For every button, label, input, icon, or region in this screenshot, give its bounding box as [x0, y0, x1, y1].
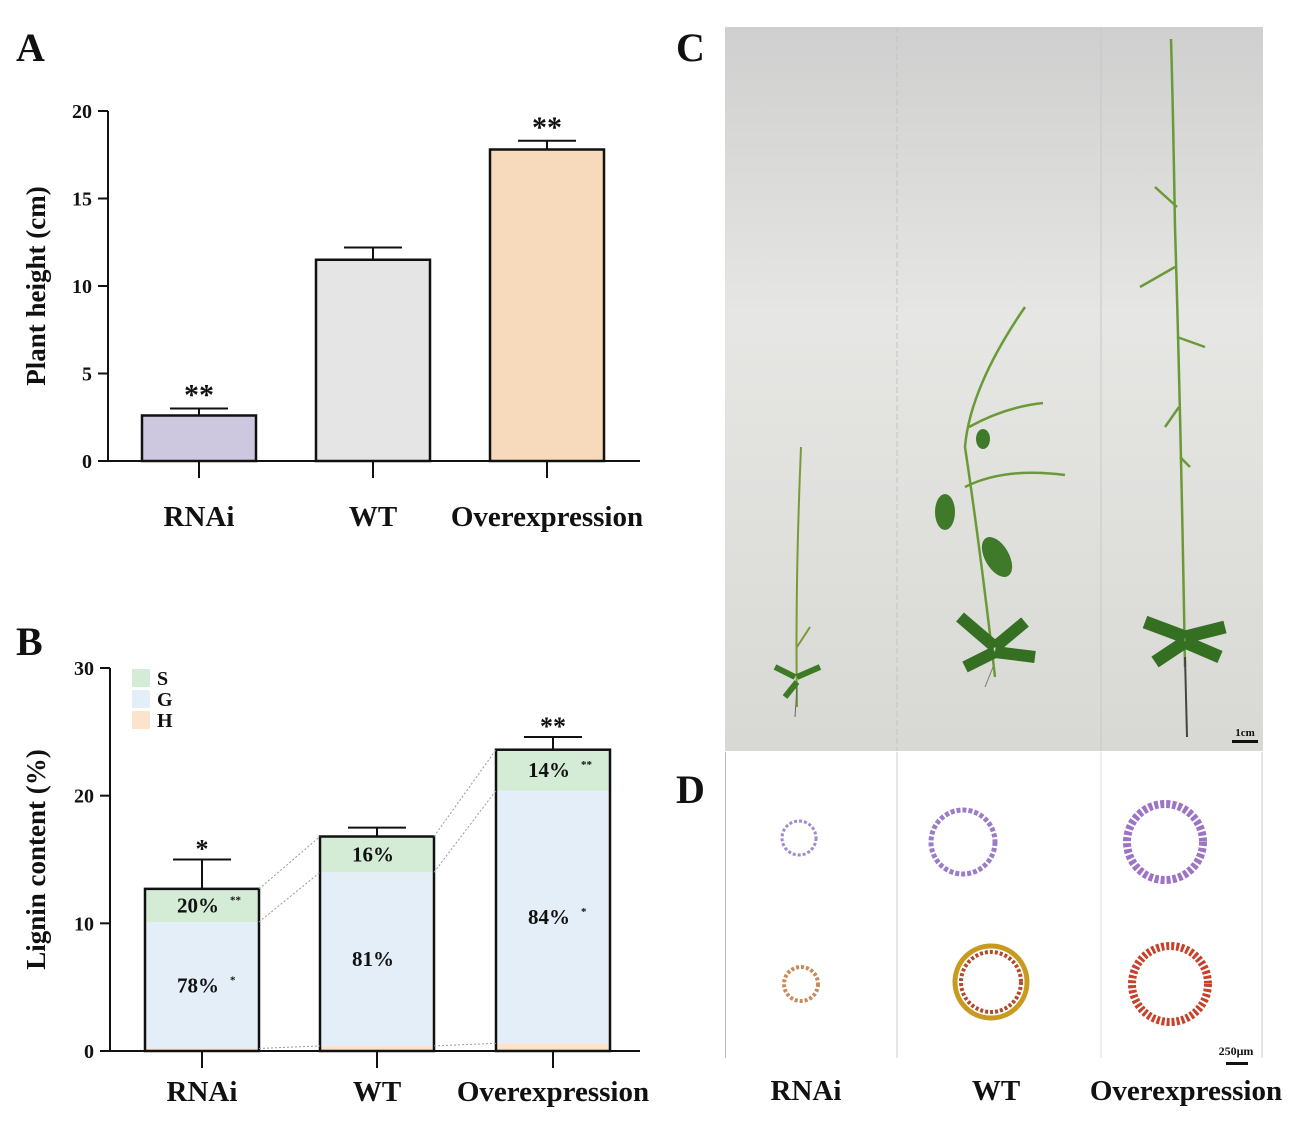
x-tick-label: WT	[349, 501, 397, 533]
x-tick-label: WT	[353, 1076, 401, 1108]
scale-bar-c	[1232, 740, 1258, 743]
bar-segment-g	[496, 790, 610, 1044]
y-tick-label: 0	[84, 1041, 94, 1063]
photo-stem-sections: 250μm	[725, 752, 1263, 1058]
bar-overexpression	[488, 148, 606, 463]
column-label-rnai: RNAi	[770, 1075, 842, 1107]
legend-label-g: G	[157, 689, 173, 711]
bar-segment-h	[320, 1045, 434, 1051]
segment-label-s: 16%	[352, 842, 394, 866]
bar-segment-s	[496, 749, 610, 791]
column-label-wt: WT	[971, 1075, 1021, 1107]
y-tick-label: 0	[82, 451, 92, 473]
segment-significance: *	[230, 974, 236, 986]
bar-segment-s	[145, 888, 259, 923]
bar-wt	[314, 258, 432, 463]
connector-line	[258, 1045, 321, 1049]
chart-plant-height: 0 5 10 15 20 Plant height (cm) ** RNAi WT ** Overe…	[21, 101, 643, 533]
connector-line	[433, 1042, 497, 1047]
legend-swatch-g	[132, 690, 150, 708]
x-tick-label: RNAi	[167, 1076, 238, 1108]
segment-label-g: 81%	[352, 947, 394, 971]
scale-label-d: 250μm	[1219, 1044, 1254, 1058]
scale-label-c: 1cm	[1235, 727, 1255, 739]
y-tick-label: 20	[74, 786, 94, 808]
panel-label-b: B	[16, 619, 43, 664]
stem-sections-purple	[780, 800, 1207, 884]
bar-outline-wt	[318, 835, 436, 1053]
bar-segment-g	[320, 872, 434, 1046]
legend-swatch-h	[132, 711, 150, 729]
significance-mark: *	[196, 835, 209, 864]
bar-segment-h	[145, 1048, 259, 1051]
panel-label-a: A	[16, 25, 45, 70]
segment-label-g: 78%	[177, 973, 219, 997]
segment-label-s: 20%	[177, 893, 219, 917]
y-tick-label: 20	[72, 101, 92, 123]
legend-label-s: S	[157, 668, 168, 690]
column-label-overexpression: Overexpression	[1089, 1075, 1283, 1107]
connector-line	[433, 749, 497, 837]
connector-line	[258, 836, 321, 890]
y-tick-label: 15	[72, 189, 92, 211]
bar-segment-g	[145, 922, 259, 1049]
y-axis-label: Plant height (cm)	[21, 186, 51, 385]
legend-label-h: H	[157, 710, 173, 732]
x-tick-label: Overexpression	[451, 501, 643, 533]
significance-mark: **	[532, 111, 562, 144]
segment-significance: **	[581, 759, 593, 771]
significance-mark: **	[540, 712, 566, 741]
y-tick-label: 10	[72, 276, 92, 298]
panel-label-c: C	[676, 25, 705, 70]
connector-line	[258, 871, 321, 923]
bar-rnai	[140, 414, 258, 463]
connector-line	[433, 790, 497, 873]
bar-segment-h	[496, 1043, 610, 1051]
plant-rnai	[773, 446, 822, 718]
segment-label-s: 14%	[528, 758, 570, 782]
significance-mark: **	[184, 379, 214, 412]
scale-bar-d	[1226, 1062, 1248, 1065]
legend-swatch-s	[132, 669, 150, 687]
y-axis-label: Lignin content (%)	[21, 749, 51, 970]
y-tick-label: 5	[82, 364, 92, 386]
segment-significance: **	[230, 894, 242, 906]
x-tick-label: Overexpression	[457, 1076, 649, 1108]
segment-label-g: 84%	[528, 905, 570, 929]
photo-plants: 1cm	[725, 27, 1263, 751]
segment-significance: *	[581, 906, 587, 918]
chart-lignin-content: 0 10 20 30 Lignin content (%) * 78% * 20% ** RNAi 8…	[21, 658, 649, 1108]
bar-segment-s	[320, 836, 434, 873]
y-tick-label: 30	[74, 658, 94, 680]
plant-overexpression	[1139, 38, 1227, 738]
x-tick-label: RNAi	[164, 501, 235, 533]
plant-wt	[935, 306, 1066, 688]
stem-sections-red	[782, 942, 1212, 1026]
panel-label-d: D	[676, 767, 705, 812]
y-tick-label: 10	[74, 913, 94, 935]
